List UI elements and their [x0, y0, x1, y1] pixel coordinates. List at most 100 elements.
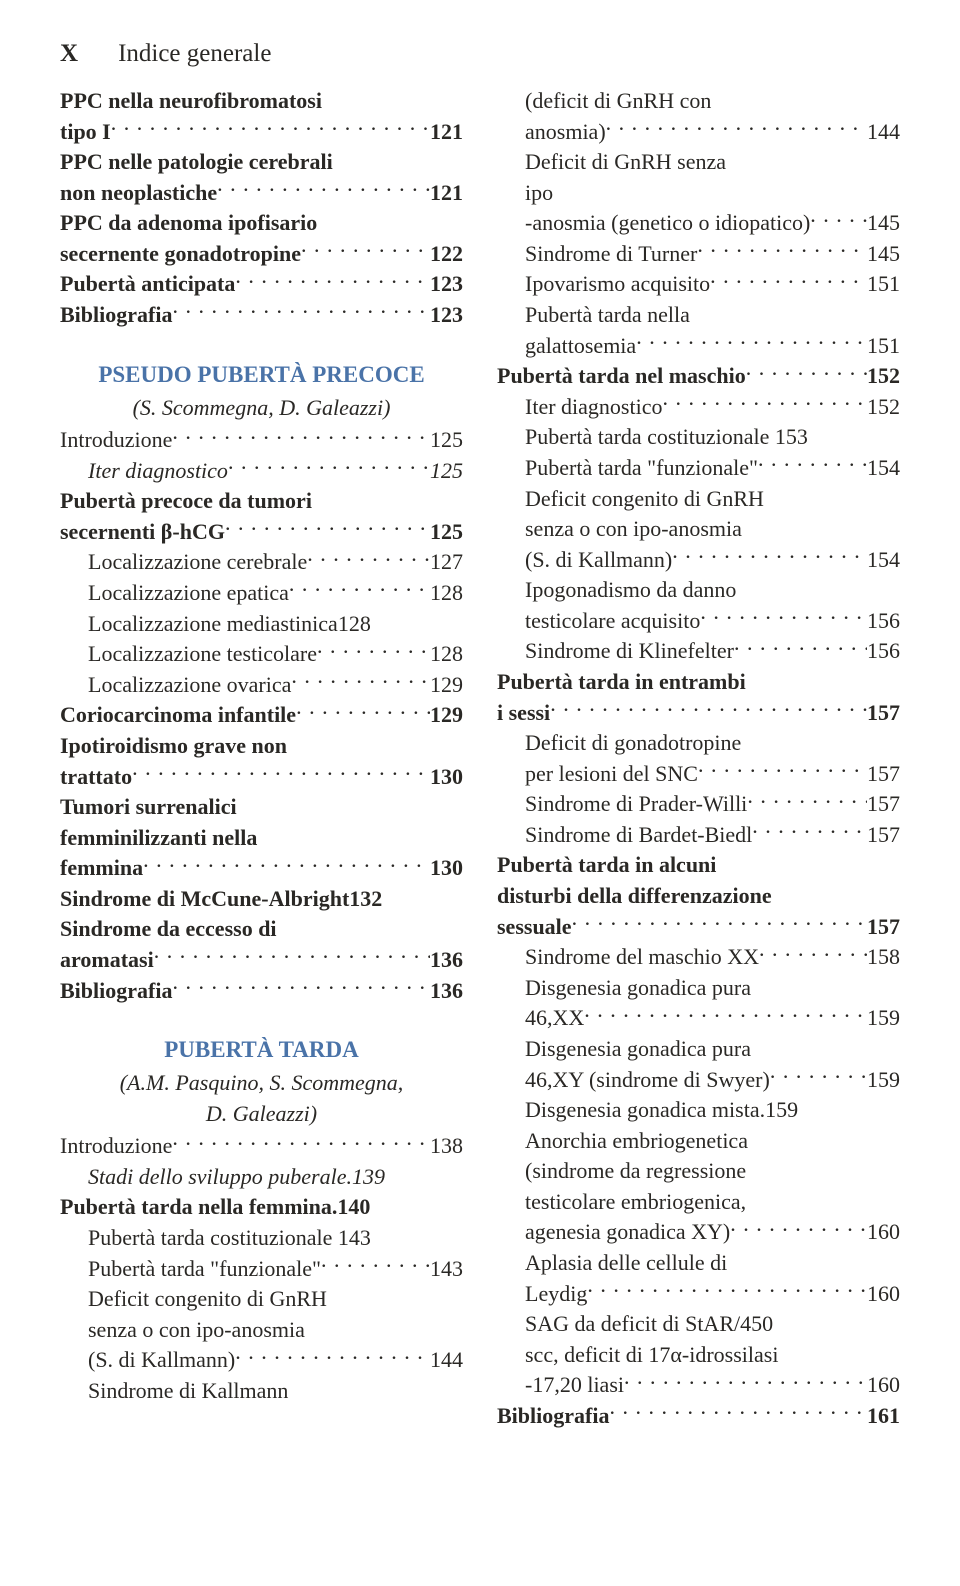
toc-text-line: Sindrome di Kallmann — [60, 1376, 463, 1407]
toc-entry: Bibliografia136 — [60, 976, 463, 1007]
toc-leader-dots — [624, 1370, 867, 1392]
toc-leader-dots — [225, 517, 430, 539]
toc-page-number: 127 — [430, 547, 463, 578]
toc-entry: Deficit congenito di GnRHsenza o con ipo… — [60, 1284, 463, 1376]
toc-label: Stadi dello sviluppo puberale — [88, 1162, 346, 1193]
toc-leader-dots — [700, 606, 867, 628]
toc-line: Localizzazione mediastinica128 — [60, 609, 463, 640]
toc-entry: Deficit congenito di GnRHsenza o con ipo… — [497, 484, 900, 576]
toc-label: anosmia) — [525, 117, 606, 148]
toc-page-number: 145 — [867, 239, 900, 270]
right-column: (deficit di GnRH conanosmia)144Deficit d… — [497, 86, 900, 1431]
toc-entry: Deficit di GnRH senzaipo-anosmia (geneti… — [497, 147, 900, 239]
toc-line: Sindrome del maschio XX158 — [497, 942, 900, 973]
toc-leader-dots — [746, 361, 867, 383]
toc-line: Sindrome di Turner 145 — [497, 239, 900, 270]
toc-page-number: 157 — [867, 820, 900, 851]
toc-leader-dots — [550, 698, 867, 720]
toc-line: testicolare acquisito156 — [497, 606, 900, 637]
toc-page-number: 121 — [430, 178, 463, 209]
toc-label: -anosmia (genetico o idiopatico) — [525, 208, 810, 239]
toc-entry: Introduzione138 — [60, 1131, 463, 1162]
left-column: PPC nella neurofibromatositipo I121PPC n… — [60, 86, 463, 1431]
toc-line: Sindrome di Klinefelter156 — [497, 636, 900, 667]
toc-entry: Iter diagnostico152 — [497, 392, 900, 423]
toc-label: Leydig — [525, 1279, 587, 1310]
toc-line: Pubertà anticipata123 — [60, 269, 463, 300]
toc-entry: Pubertà tarda costituzionale 153 — [497, 422, 900, 453]
header-title: Indice generale — [118, 40, 271, 68]
toc-entry: Sindrome del maschio XX158 — [497, 942, 900, 973]
toc-label: Bibliografia — [497, 1401, 609, 1432]
toc-continuation: Ipogonadismo da danno — [497, 575, 900, 606]
toc-line: 46,XX159 — [497, 1003, 900, 1034]
toc-page-number: 122 — [430, 239, 463, 270]
toc-line: Coriocarcinoma infantile129 — [60, 700, 463, 731]
toc-page-number: 125 — [430, 456, 463, 487]
toc-label: Localizzazione mediastinica — [88, 609, 338, 640]
toc-label: secernenti β-hCG — [60, 517, 225, 548]
toc-line: Ipovarismo acquisito151 — [497, 269, 900, 300]
toc-page-number: 136 — [430, 976, 463, 1007]
toc-page-number: 160 — [867, 1217, 900, 1248]
toc-label: Sindrome di Turner — [525, 239, 697, 270]
toc-entry: Localizzazione cerebrale 127 — [60, 547, 463, 578]
toc-entry: Bibliografia161 — [497, 1401, 900, 1432]
page-number-marker: X — [60, 40, 78, 68]
toc-entry: Pubertà tarda nella femmina .140 — [60, 1192, 463, 1223]
toc-page-number: 156 — [867, 636, 900, 667]
toc-continuation: Tumori surrenalici — [60, 792, 463, 823]
toc-continuation: (sindrome da regressione — [497, 1156, 900, 1187]
toc-leader-dots — [228, 456, 430, 478]
toc-page-number: 143 — [430, 1254, 463, 1285]
toc-page-number: 153 — [775, 422, 808, 453]
toc-leader-dots — [698, 759, 867, 781]
toc-line: Pubertà tarda nel maschio152 — [497, 361, 900, 392]
toc-page-number: 157 — [867, 789, 900, 820]
toc-line: 46,XY (sindrome di Swyer)159 — [497, 1065, 900, 1096]
toc-line: agenesia gonadica XY) 160 — [497, 1217, 900, 1248]
toc-label: aromatasi — [60, 945, 154, 976]
toc-entry: Disgenesia gonadica pura46,XY (sindrome … — [497, 1034, 900, 1095]
toc-label: secernente gonadotropine — [60, 239, 301, 270]
toc-label: Disgenesia gonadica mista — [525, 1095, 760, 1126]
toc-entry: Sindrome di McCune-Albright132 — [60, 884, 463, 915]
toc-label: per lesioni del SNC — [525, 759, 698, 790]
toc-label: tipo I — [60, 117, 111, 148]
toc-label: Localizzazione cerebrale — [88, 547, 307, 578]
toc-leader-dots — [770, 1065, 867, 1087]
toc-leader-dots — [697, 239, 867, 261]
toc-page-number: 152 — [867, 361, 900, 392]
toc-continuation: PPC nelle patologie cerebrali — [60, 147, 463, 178]
toc-entry: PPC da adenoma ipofisariosecernente gona… — [60, 208, 463, 269]
toc-page-number: 130 — [430, 853, 463, 884]
toc-line: secernenti β-hCG125 — [60, 517, 463, 548]
toc-continuation: femminilizzanti nella — [60, 823, 463, 854]
toc-leader-dots — [307, 547, 430, 569]
toc-leader-dots — [759, 942, 867, 964]
toc-line: femmina130 — [60, 853, 463, 884]
toc-leader-dots — [672, 545, 867, 567]
toc-label: sessuale — [497, 912, 572, 943]
toc-continuation: testicolare embriogenica, — [497, 1187, 900, 1218]
toc-continuation: ipo — [497, 178, 900, 209]
toc-continuation: senza o con ipo-anosmia — [497, 514, 900, 545]
toc-label: Ipovarismo acquisito — [525, 269, 710, 300]
toc-leader-dots — [301, 239, 430, 261]
toc-leader-dots — [296, 700, 430, 722]
toc-label: Coriocarcinoma infantile — [60, 700, 296, 731]
toc-label: Localizzazione ovarica — [88, 670, 291, 701]
toc-entry: Pubertà tarda "funzionale"143 — [60, 1254, 463, 1285]
toc-leader-dots — [758, 453, 867, 475]
toc-continuation: Anorchia embriogenetica — [497, 1126, 900, 1157]
toc-line: -anosmia (genetico o idiopatico)145 — [497, 208, 900, 239]
toc-leader-dots — [217, 178, 430, 200]
toc-label: agenesia gonadica XY) — [525, 1217, 730, 1248]
toc-page-number: 157 — [867, 759, 900, 790]
toc-line: Localizzazione ovarica129 — [60, 670, 463, 701]
toc-entry: Pubertà tarda in entrambii sessi157 — [497, 667, 900, 728]
toc-line: -17,20 liasi160 — [497, 1370, 900, 1401]
toc-line: Localizzazione cerebrale 127 — [60, 547, 463, 578]
toc-line: (S. di Kallmann)144 — [60, 1345, 463, 1376]
toc-line: Sindrome di McCune-Albright132 — [60, 884, 463, 915]
